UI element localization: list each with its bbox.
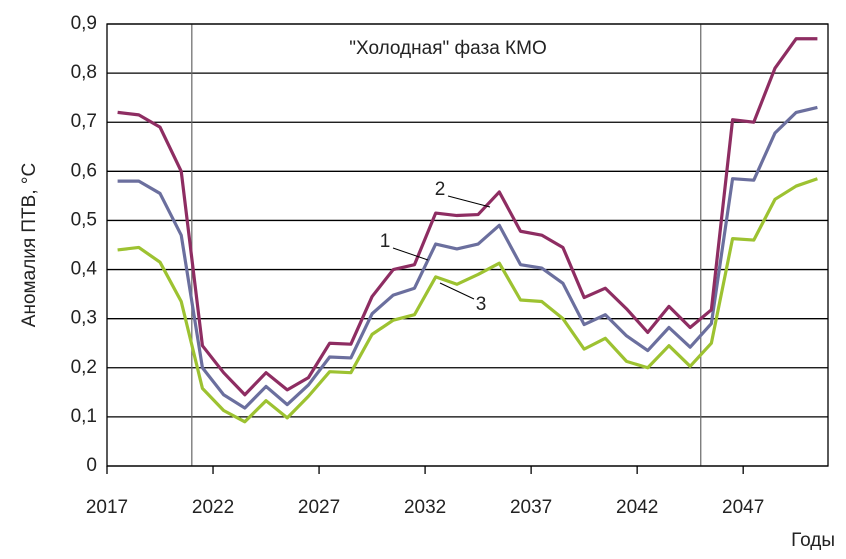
plot-frame	[106, 23, 829, 467]
x-tick-label: 2042	[616, 497, 658, 518]
series-line	[117, 177, 818, 424]
x-tick-label: 2047	[722, 497, 764, 518]
y-tick-label: 0,2	[71, 357, 97, 378]
phase-annotation: "Холодная" фаза КМО	[349, 38, 546, 59]
y-tick-label: 0	[86, 455, 97, 476]
leader-line	[447, 195, 491, 208]
y-axis-label: Аномалия ПТВ, °С	[19, 163, 40, 327]
series-label: 3	[476, 294, 487, 315]
x-tick-label: 2032	[404, 497, 446, 518]
y-tick-label: 0,4	[71, 259, 98, 280]
y-tick-label: 0,9	[71, 13, 97, 34]
y-tick-label: 0,5	[71, 209, 97, 230]
x-tick-label: 2037	[510, 497, 552, 518]
x-tick-label: 2027	[298, 497, 340, 518]
series-line	[117, 105, 818, 410]
x-axis-label: Годы	[791, 530, 835, 551]
series-line	[117, 37, 818, 397]
y-tick-label: 0,3	[71, 308, 97, 329]
y-tick-label: 0,8	[71, 62, 97, 83]
y-tick-label: 0,6	[71, 160, 97, 181]
series-label: 2	[435, 179, 446, 200]
x-tick-label: 2017	[86, 497, 128, 518]
x-tick-label: 2022	[192, 497, 234, 518]
y-tick-label: 0,7	[71, 111, 97, 132]
series-label: 1	[380, 231, 391, 252]
y-tick-label: 0,1	[71, 406, 97, 427]
leader-line	[439, 282, 475, 300]
leader-line	[392, 247, 429, 261]
